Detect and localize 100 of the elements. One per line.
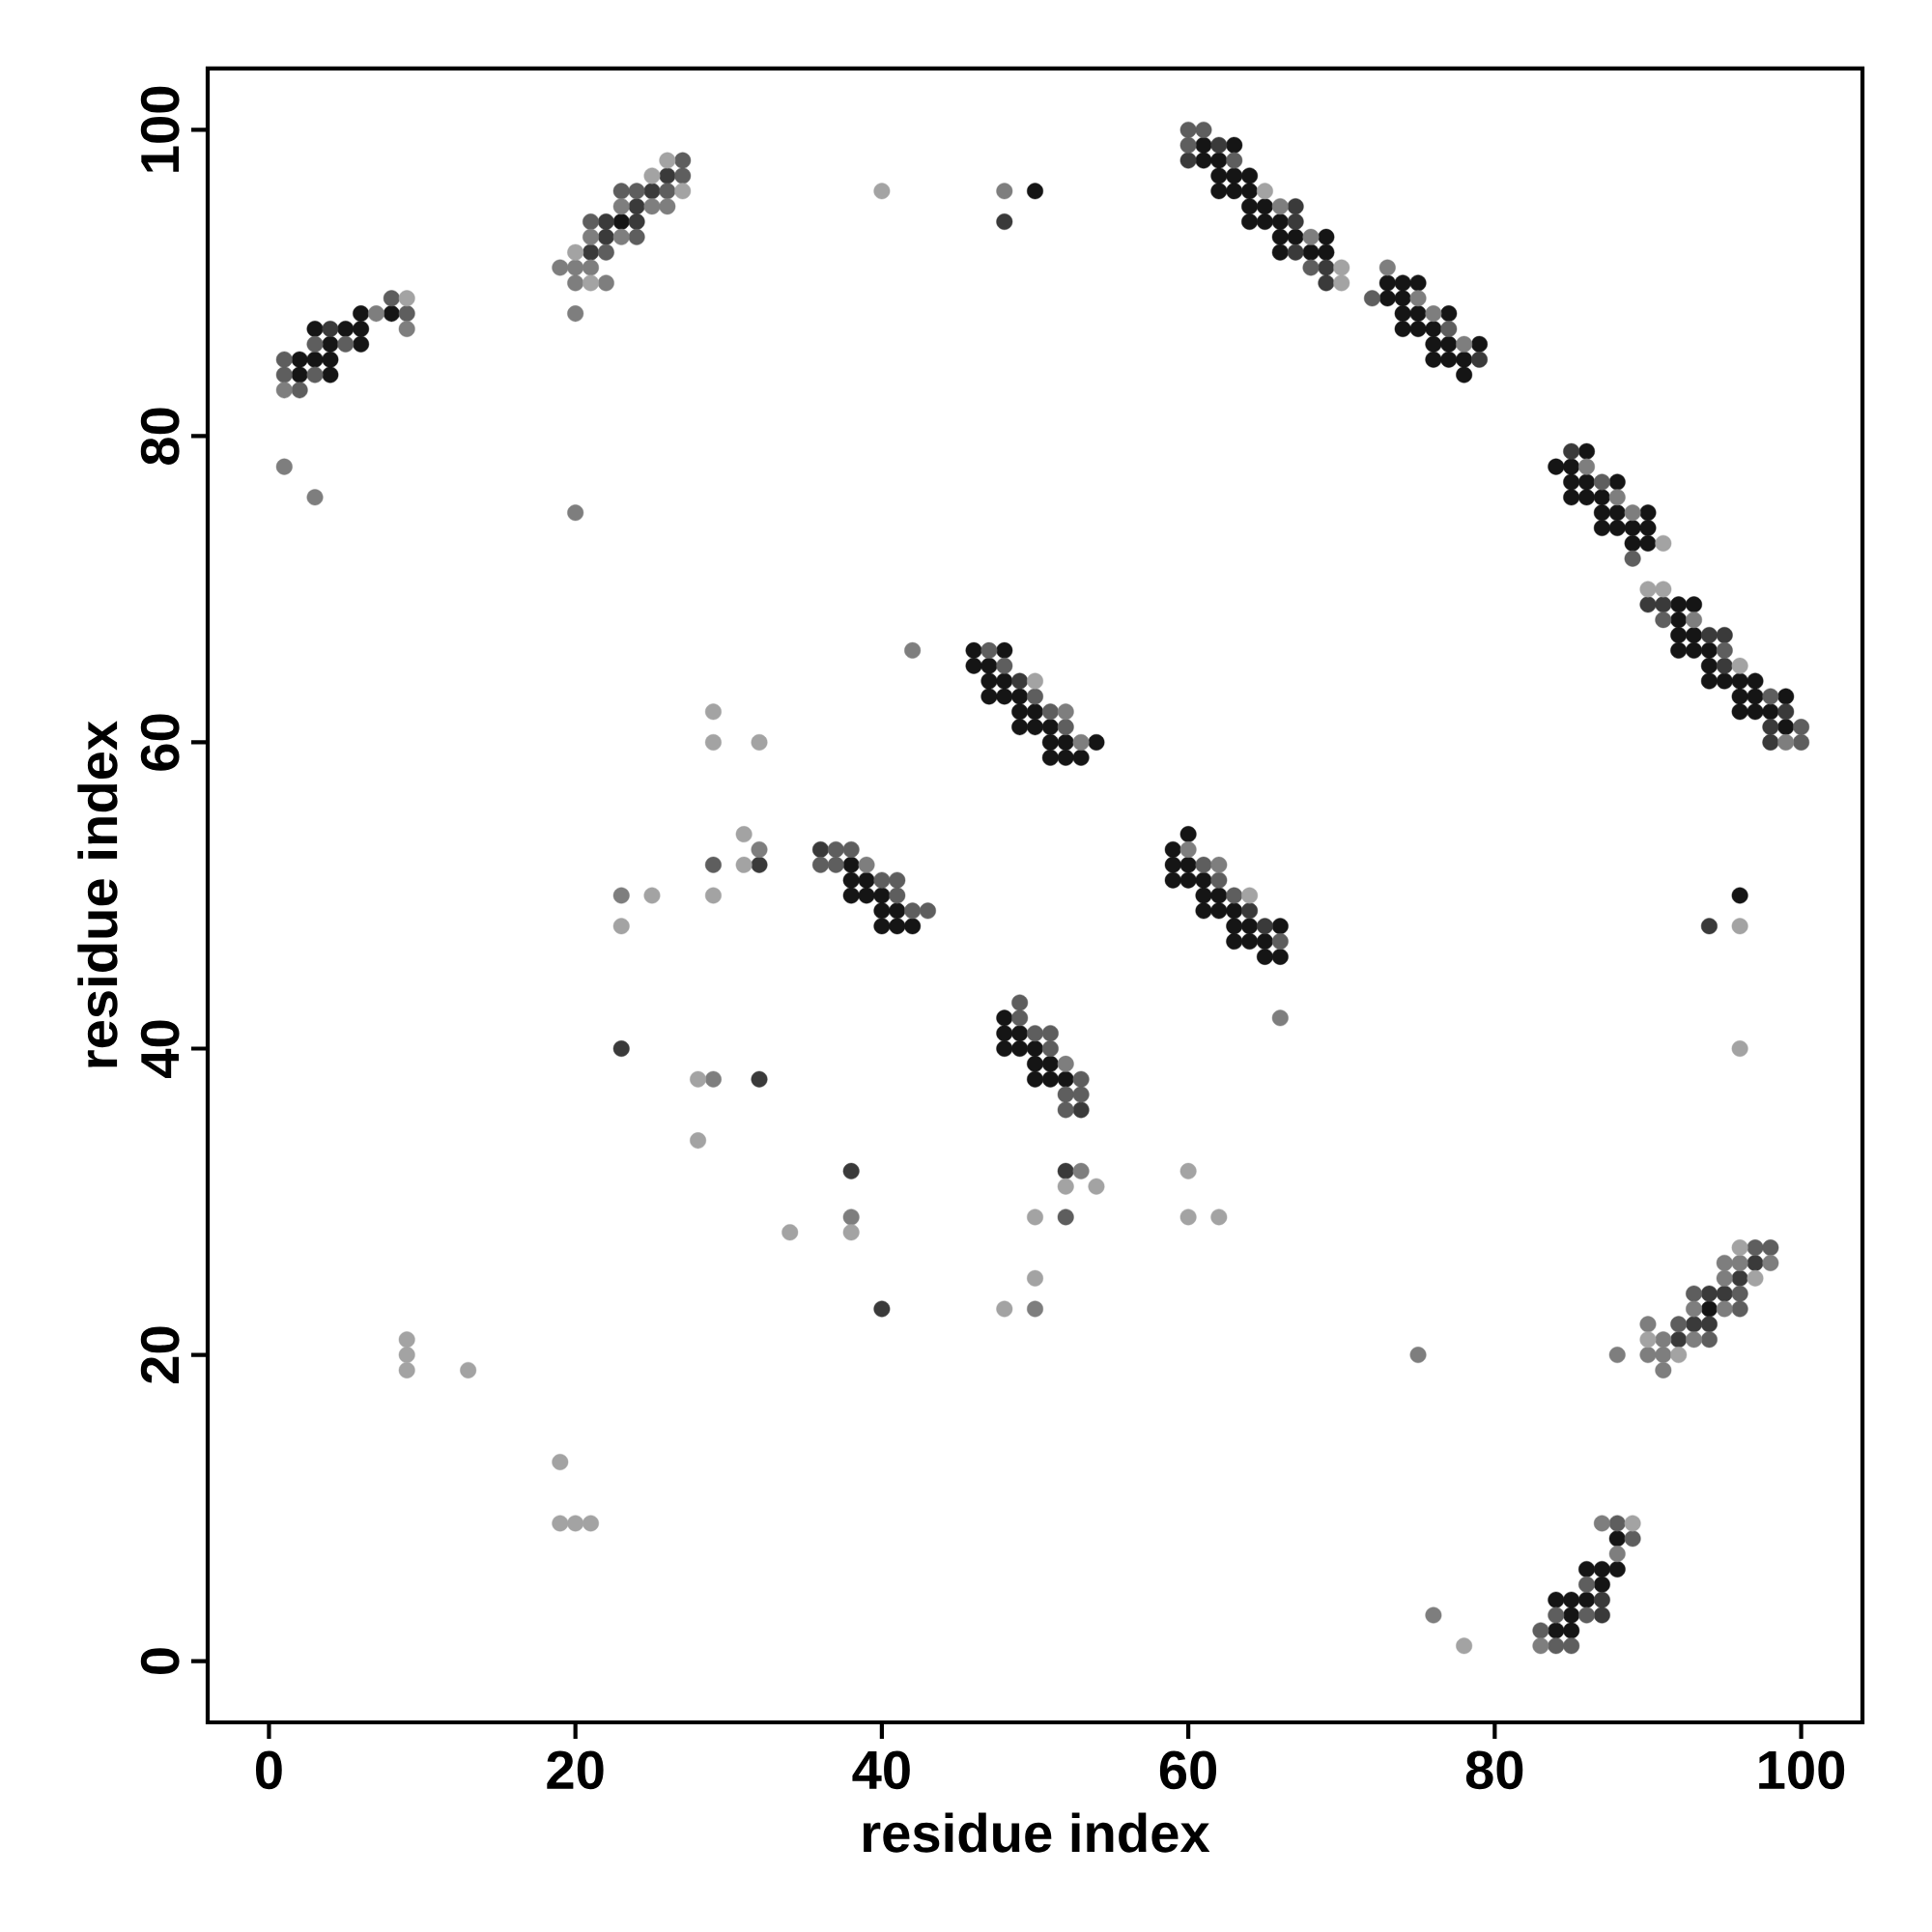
point [1179, 1208, 1197, 1226]
point [1655, 596, 1672, 613]
point [811, 840, 829, 858]
point [1563, 442, 1580, 460]
point [690, 1070, 707, 1088]
point [1593, 1591, 1610, 1608]
x-axis-title: residue index [863, 1812, 1210, 1853]
point [1179, 152, 1197, 169]
point [751, 856, 768, 873]
point [1333, 259, 1350, 276]
y-tick-label: 0 [140, 1648, 180, 1675]
point [1747, 1254, 1764, 1271]
point [628, 213, 645, 230]
point [582, 1515, 599, 1532]
point [398, 290, 415, 307]
point [398, 1331, 415, 1349]
point [1731, 1269, 1748, 1287]
x-tick-label: 20 [547, 1750, 604, 1790]
point [1027, 672, 1043, 690]
point [1731, 657, 1748, 674]
point [1027, 1269, 1043, 1287]
point [781, 1224, 799, 1241]
point [1731, 1239, 1748, 1257]
point [460, 1361, 477, 1378]
point [1700, 918, 1718, 935]
point [1333, 274, 1350, 292]
point [1210, 1208, 1228, 1226]
point [735, 826, 753, 843]
point [751, 1070, 768, 1088]
point [1287, 243, 1304, 261]
y-tick-label: 80 [140, 408, 180, 465]
point [1318, 259, 1335, 276]
point [567, 1515, 584, 1532]
point [1011, 672, 1029, 690]
point [690, 1132, 707, 1150]
point [1639, 581, 1657, 598]
point [1256, 918, 1273, 935]
x-tick-label: 60 [1159, 1750, 1217, 1790]
point [1716, 657, 1733, 674]
point [1624, 1515, 1641, 1532]
point [1210, 136, 1228, 154]
point [1072, 1101, 1090, 1119]
point [1456, 1637, 1473, 1655]
point [628, 198, 645, 215]
point [1256, 183, 1273, 200]
point [1762, 719, 1779, 736]
point [1655, 581, 1672, 598]
point [1700, 627, 1718, 643]
point [842, 1162, 860, 1179]
point [659, 152, 676, 169]
point [398, 1347, 415, 1364]
point [567, 243, 584, 261]
point [1027, 1208, 1043, 1226]
point [1686, 1316, 1703, 1333]
point [1318, 274, 1335, 292]
point [1088, 1178, 1105, 1195]
point [873, 183, 891, 200]
point [1777, 703, 1795, 721]
point [1655, 534, 1672, 552]
point [996, 1300, 1013, 1318]
point [582, 243, 599, 261]
y-tick-label: 20 [140, 1326, 180, 1383]
point [996, 213, 1013, 230]
point [1241, 902, 1259, 920]
point [1287, 198, 1304, 215]
point [1471, 351, 1488, 368]
point [612, 918, 630, 935]
point [1287, 213, 1304, 230]
point [1057, 1178, 1074, 1195]
point [1639, 1331, 1657, 1349]
point [674, 183, 692, 200]
point [1057, 1162, 1074, 1179]
x-tick-label: 80 [1465, 1750, 1523, 1790]
point [1716, 1285, 1733, 1302]
y-tick-label: 60 [140, 714, 180, 771]
point [1747, 1269, 1764, 1287]
point [597, 228, 614, 245]
point [552, 1454, 569, 1470]
point [842, 1224, 860, 1241]
point [1639, 596, 1657, 613]
y-axis-title: residue index [77, 721, 118, 1067]
point [1700, 1285, 1718, 1302]
point [643, 183, 661, 200]
point [1670, 1331, 1688, 1349]
point [751, 734, 768, 751]
y-tick-label: 40 [140, 1020, 180, 1078]
x-tick-label: 100 [1759, 1750, 1845, 1790]
point [1762, 734, 1779, 751]
point [873, 1300, 891, 1318]
point [659, 167, 676, 185]
x-tick-label: 40 [852, 1750, 910, 1790]
point [1716, 627, 1733, 643]
point [398, 1361, 415, 1378]
point [1731, 918, 1748, 935]
point [322, 320, 339, 337]
point [1241, 887, 1259, 904]
point [643, 167, 661, 185]
point [704, 703, 722, 721]
point [1179, 1162, 1197, 1179]
point [704, 887, 722, 904]
